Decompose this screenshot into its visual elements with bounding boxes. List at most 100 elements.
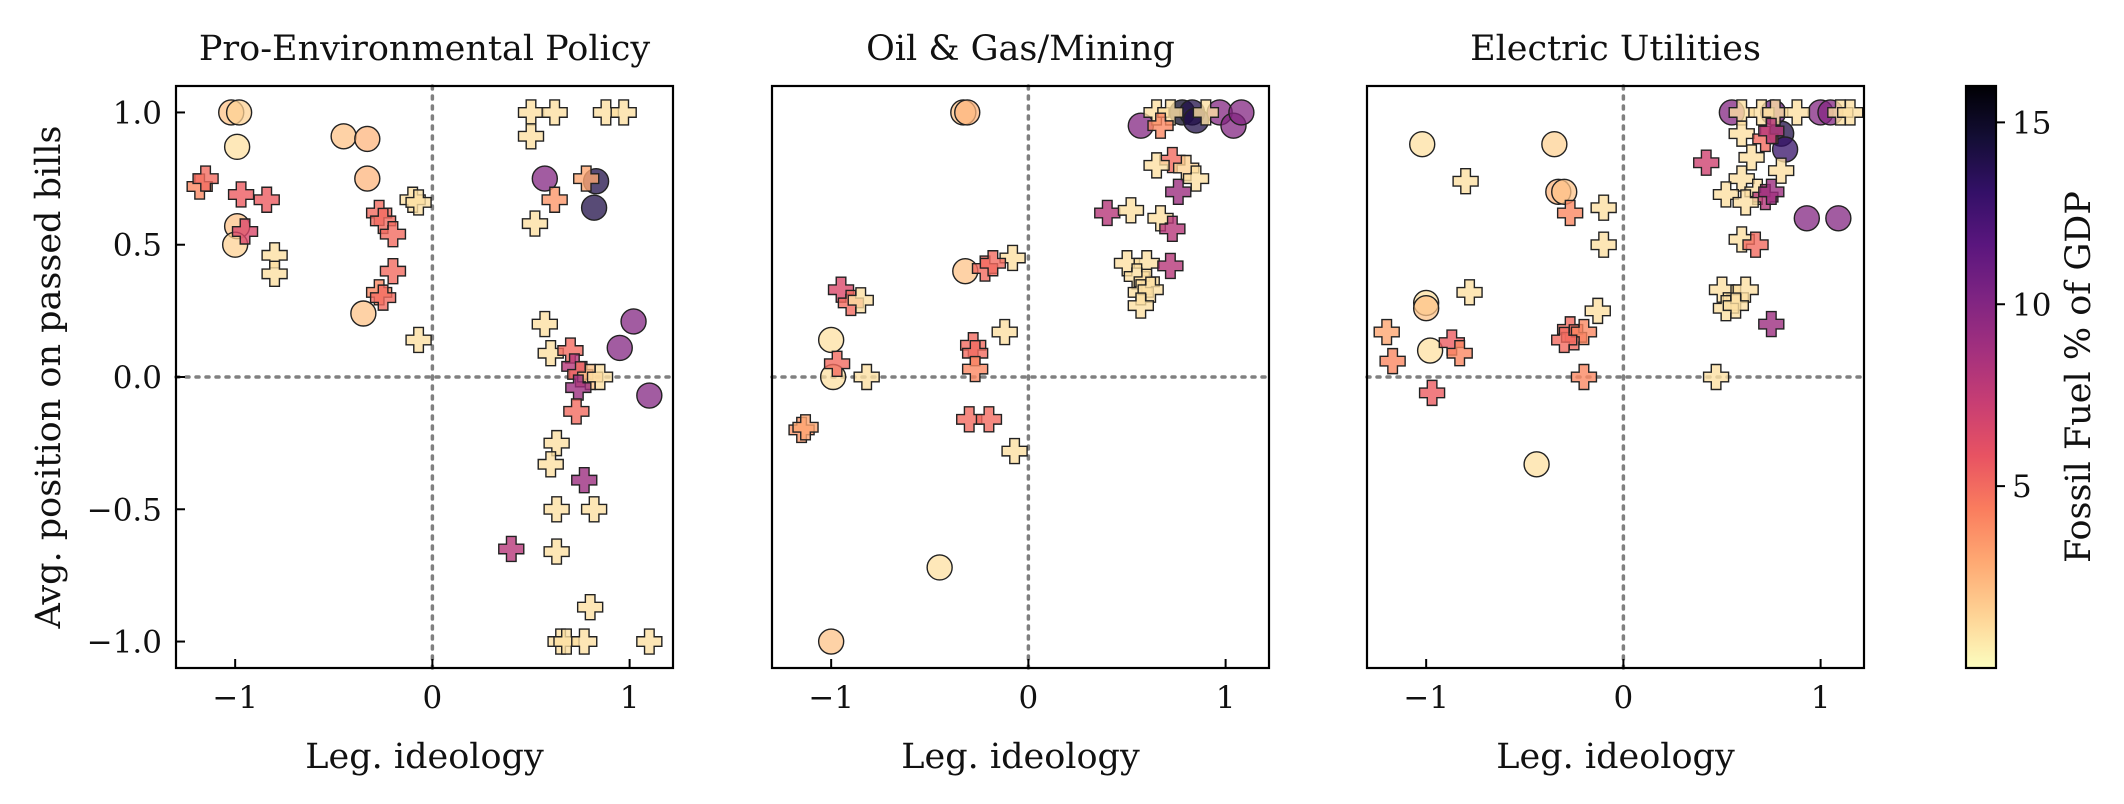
x-axis-label: Leg. ideology <box>1496 737 1735 777</box>
data-point-circle <box>354 165 381 192</box>
data-point-plus <box>956 406 983 433</box>
plot-frame <box>770 84 1271 670</box>
data-point-plus <box>521 210 549 237</box>
data-point-circle <box>606 334 633 362</box>
data-point-plus <box>1712 181 1740 208</box>
data-point-plus <box>1758 117 1785 145</box>
data-point-plus <box>1590 194 1617 221</box>
data-point-plus <box>610 99 637 126</box>
colorbar-gradient <box>1966 86 1996 668</box>
x-tick-label: 0 <box>1614 680 1634 716</box>
data-point-plus <box>379 220 407 248</box>
data-point-plus <box>565 374 592 401</box>
data-point-plus <box>1732 189 1759 216</box>
data-point-plus <box>1456 279 1483 306</box>
data-point-plus <box>517 99 545 126</box>
x-tick-label: 1 <box>620 680 640 716</box>
data-point-plus <box>537 339 564 367</box>
data-point-circle <box>620 308 647 335</box>
colorbar-frame <box>1964 84 1998 670</box>
x-tick-label: 0 <box>1019 680 1039 716</box>
data-point-plus <box>543 538 570 565</box>
data-point-circle <box>580 194 608 221</box>
data-point-plus <box>636 628 663 655</box>
x-tick-label: 0 <box>423 680 443 716</box>
data-point-plus <box>1702 363 1730 391</box>
data-point-circle <box>817 628 845 655</box>
data-point-plus <box>537 451 564 478</box>
data-point-plus <box>405 189 432 216</box>
data-point-plus <box>369 284 397 311</box>
x-tick-label: −1 <box>808 680 854 716</box>
y-tick-label: 0.5 <box>113 228 162 264</box>
data-point-plus <box>1728 226 1755 253</box>
data-point-plus <box>1783 99 1811 126</box>
data-point-plus <box>792 414 819 441</box>
data-point-circle <box>350 300 377 327</box>
colorbar-label: Fossil Fuel % of GDP <box>2059 191 2099 563</box>
data-point-circle <box>954 99 981 126</box>
data-point-plus <box>571 466 598 494</box>
data-point-circle <box>817 326 845 354</box>
data-point-plus <box>1143 152 1170 179</box>
data-point-plus <box>979 250 1007 277</box>
data-point-plus <box>1117 197 1145 224</box>
y-axis-ticks: 1.0 0.5 0.0 −0.5 −1.0 <box>87 95 185 661</box>
data-point-plus <box>1738 144 1765 171</box>
data-point-circle <box>1409 130 1436 158</box>
data-point-plus <box>1590 231 1617 258</box>
data-point-circle <box>1416 337 1444 364</box>
x-axis-ticks: −1 0 1 <box>1403 659 1830 716</box>
panel-electric-utilities: Electric Utilities −1 0 1 Leg. ideology <box>1365 29 1866 777</box>
data-point-plus <box>379 257 407 285</box>
data-point-plus <box>576 593 604 621</box>
data-point-plus <box>1584 297 1611 325</box>
data-point-plus <box>847 287 874 314</box>
data-point-plus <box>517 123 545 150</box>
zero-reference-lines <box>1365 84 1866 670</box>
x-axis-label: Leg. ideology <box>901 737 1140 777</box>
data-point-plus <box>999 244 1026 272</box>
data-point-plus <box>1373 318 1400 346</box>
x-tick-label: −1 <box>212 680 258 716</box>
data-point-circle <box>223 133 251 161</box>
panel-title: Pro-Environmental Policy <box>199 29 650 69</box>
data-point-plus <box>192 165 219 192</box>
data-point-plus <box>571 628 598 655</box>
data-point-plus <box>586 363 614 391</box>
panel-title: Electric Utilities <box>1470 29 1761 69</box>
data-point-plus <box>1127 292 1155 319</box>
data-point-plus <box>1001 437 1028 465</box>
data-point-circle <box>330 123 357 150</box>
colorbar-tick-label: 15 <box>2012 105 2051 141</box>
data-point-plus <box>1742 231 1769 258</box>
colorbar: 5 10 15 Fossil Fuel % of GDP <box>1964 84 2099 670</box>
scatter-points <box>1373 99 1864 478</box>
data-point-plus <box>1182 165 1210 192</box>
data-point-circle <box>1825 205 1852 232</box>
data-point-plus <box>853 363 880 391</box>
y-axis-label: Avg. position on passed bills <box>29 125 69 629</box>
data-point-plus <box>498 535 525 563</box>
data-point-plus <box>231 218 259 245</box>
y-tick-label: −0.5 <box>87 492 162 528</box>
data-point-plus <box>1762 99 1789 126</box>
data-point-circle <box>1523 451 1550 478</box>
data-point-plus <box>1159 215 1186 243</box>
y-tick-label: 0.0 <box>113 360 162 396</box>
data-point-plus <box>1570 318 1598 346</box>
x-tick-label: 1 <box>1811 680 1831 716</box>
data-point-plus <box>1192 99 1220 126</box>
y-tick-label: −1.0 <box>87 625 162 661</box>
colorbar-ticks: 5 10 15 <box>1996 105 2051 505</box>
data-point-plus <box>1732 276 1759 303</box>
data-point-circle <box>354 125 381 153</box>
data-point-plus <box>1379 347 1406 375</box>
data-point-circle <box>1541 130 1568 158</box>
data-point-circle <box>636 382 663 409</box>
x-axis-ticks: −1 0 1 <box>808 659 1235 716</box>
panel-oil-gas-mining: Oil & Gas/Mining −1 0 1 Leg. ideology <box>770 29 1271 777</box>
data-point-plus <box>261 260 288 288</box>
data-point-plus <box>975 406 1003 433</box>
